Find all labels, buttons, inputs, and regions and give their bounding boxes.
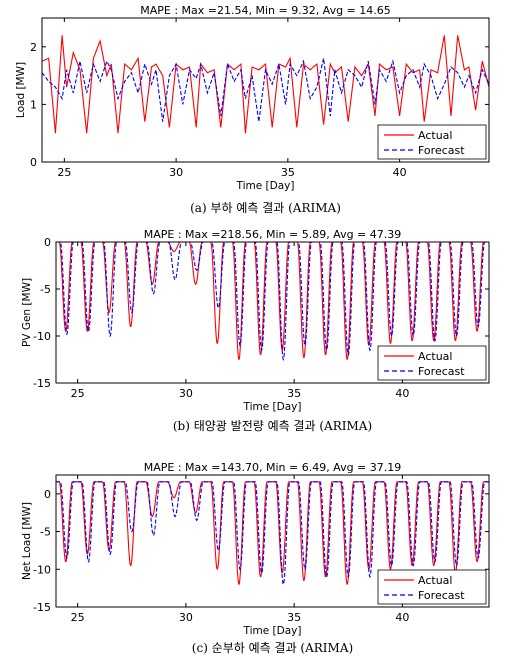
- x-axis-label: Time [Day]: [236, 180, 295, 192]
- x-tick-label: 35: [287, 611, 301, 624]
- plot-frame: [55, 241, 490, 384]
- figure-caption: (b) 태양광 발전량 예측 결과 (ARIMA): [173, 419, 372, 433]
- x-tick-label: 25: [57, 166, 71, 179]
- legend-label-actual: Actual: [418, 129, 452, 142]
- legend: Actual Forecast: [377, 569, 487, 605]
- y-axis-label: Net Load [MW]: [21, 502, 33, 580]
- chart-title: MAPE : Max =21.54, Min = 9.32, Avg = 14.…: [140, 4, 391, 17]
- x-tick-label: 40: [395, 387, 409, 400]
- chart-panel-1: MAPE : Max =21.54, Min = 9.32, Avg = 14.…: [15, 4, 490, 215]
- x-axis-label: Time [Day]: [243, 401, 302, 413]
- figure-caption: (c) 순부하 예측 결과 (ARIMA): [192, 641, 353, 655]
- legend-label-forecast: Forecast: [418, 365, 465, 378]
- y-tick-label: -15: [33, 377, 51, 390]
- legend-label-actual: Actual: [418, 350, 452, 363]
- chart-panel-2: MAPE : Max =218.56, Min = 5.89, Avg = 47…: [21, 228, 490, 433]
- chart-title: MAPE : Max =218.56, Min = 5.89, Avg = 47…: [144, 228, 402, 241]
- y-tick-label: 1: [30, 98, 37, 111]
- y-tick-label: -5: [40, 283, 51, 296]
- plot-frame: [55, 474, 490, 608]
- x-tick-label: 35: [281, 166, 295, 179]
- legend-label-forecast: Forecast: [418, 144, 465, 157]
- legend-box: [377, 345, 487, 381]
- y-tick-label: 0: [44, 236, 51, 249]
- y-tick-label: 0: [30, 156, 37, 169]
- legend: Actual Forecast: [377, 345, 487, 381]
- legend-box: [377, 569, 487, 605]
- series-line-forecast: [56, 242, 489, 362]
- y-tick-label: -15: [33, 601, 51, 614]
- y-tick-label: -10: [33, 330, 51, 343]
- x-axis-label: Time [Day]: [243, 625, 302, 637]
- y-axis-label: Load [MW]: [15, 62, 27, 118]
- x-tick-label: 30: [179, 611, 193, 624]
- series-line-actual: [56, 481, 489, 585]
- x-tick-label: 30: [169, 166, 183, 179]
- series-line-forecast: [56, 481, 489, 586]
- series-line-forecast: [42, 58, 489, 122]
- plot-frame: [41, 17, 490, 163]
- y-tick-label: 0: [44, 488, 51, 501]
- legend-label-forecast: Forecast: [418, 589, 465, 602]
- series-line-actual: [42, 35, 489, 134]
- y-tick-label: 2: [30, 41, 37, 54]
- y-axis-label: PV Gen [MW]: [21, 278, 33, 347]
- x-tick-label: 25: [71, 611, 85, 624]
- x-tick-label: 40: [395, 611, 409, 624]
- y-tick-label: -5: [40, 526, 51, 539]
- x-tick-label: 40: [393, 166, 407, 179]
- chart-panel-3: MAPE : Max =143.70, Min = 6.49, Avg = 37…: [21, 461, 490, 655]
- x-tick-label: 25: [71, 387, 85, 400]
- legend: Actual Forecast: [377, 124, 487, 160]
- x-tick-label: 30: [179, 387, 193, 400]
- legend-box: [377, 124, 487, 160]
- figure-caption: (a) 부하 예측 결과 (ARIMA): [190, 201, 341, 215]
- legend-label-actual: Actual: [418, 574, 452, 587]
- chart-title: MAPE : Max =143.70, Min = 6.49, Avg = 37…: [144, 461, 402, 474]
- series-line-actual: [56, 242, 489, 360]
- y-tick-label: -10: [33, 563, 51, 576]
- x-tick-label: 35: [287, 387, 301, 400]
